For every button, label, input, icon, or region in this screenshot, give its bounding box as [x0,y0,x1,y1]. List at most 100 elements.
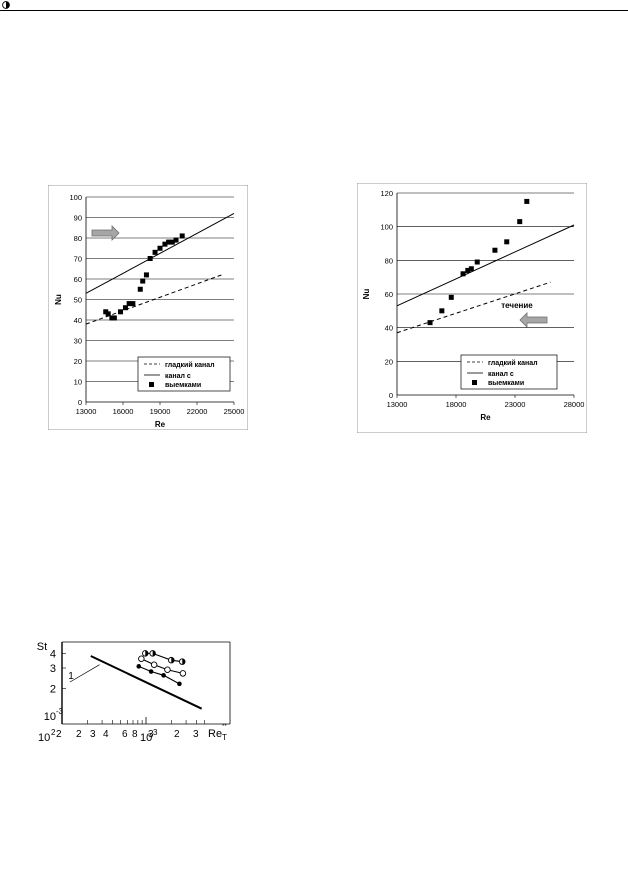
y-tick-label: 10 [44,711,56,723]
x-axis-subscript: T [222,733,227,742]
legend-label: выемками [488,380,524,387]
legend-label: канал с [488,371,514,378]
y-tick-label: 2 [50,684,56,696]
x-tick-label: 19000 [150,407,171,416]
data-point-marker [173,237,179,243]
y-tick-label: 70 [74,255,82,264]
filled-circle-marker [136,664,142,669]
data-point-marker [137,286,143,292]
half-circle-marker-fill [145,650,149,657]
open-circle-marker [150,661,158,668]
y-axis-label: Nu [362,289,371,300]
x-tick-label: 28000 [564,400,585,409]
filled-circle-marker [148,669,154,674]
x-axis-label: Re [480,413,491,422]
data-point-marker [111,315,117,321]
data-point-marker [468,266,474,272]
data-point-marker [105,311,111,317]
x-axis-label: Re [155,420,166,429]
y-tick-label: 100 [69,193,82,202]
dimpled-channel-line [85,212,235,294]
y-tick-label: 0 [389,391,393,400]
y-tick-label: 60 [74,275,82,284]
x-tick-label: 13000 [76,407,97,416]
x-tick-label: 18000 [446,400,467,409]
half-circle-marker-fill [152,650,156,657]
chart-1: 0 10 20 30 40 50 60 70 80 90 100 13000 16000 19000 220… [48,185,248,430]
chart-2-legend: гладкий канал канал с выемками [460,354,558,390]
x-tick-label: 3 [90,729,96,740]
x-tick-label: 8 [132,729,138,740]
x-tick-label: 10 [140,732,152,744]
x-tick-label: 3 [193,729,199,740]
page-header [0,0,628,12]
y-tick-label: 3 [50,663,56,675]
data-point-marker [147,256,153,261]
data-point-marker [152,249,158,255]
y-tick-label: 50 [74,296,82,305]
open-circle-marker [164,666,171,674]
filled-circle-marker [177,681,182,687]
x-tick-label: 6 [122,729,128,740]
legend-label: канал с [165,373,191,380]
data-point-marker [179,233,185,239]
legend-label: гладкий канал [488,359,538,367]
data-point-marker [140,278,146,284]
y-tick-exponent: -3 [56,707,64,716]
filled-circle-marker [161,673,166,678]
x-tick-label: 2 [76,729,82,740]
chart-2-arrow-icon [519,312,548,328]
header-rule [0,10,628,11]
data-point-marker [126,301,132,307]
y-tick-label: 80 [385,256,393,265]
y-tick-label: 20 [74,357,82,366]
data-point-marker [157,245,163,251]
data-point-marker [427,320,433,326]
x-axis-label: Re [208,728,222,740]
y-tick-label: 40 [74,316,82,325]
curve-1-line [90,655,203,710]
y-tick-label: 60 [385,290,393,299]
chart-1-legend: гладкий канал канал с выемками [137,356,231,392]
data-series-line [145,652,183,663]
legend-label: выемками [165,382,201,389]
data-point-marker [122,305,128,311]
x-tick-exponent: 3 [153,728,158,737]
y-axis-label: Nu [54,294,63,305]
data-point-marker [118,309,124,315]
x-tick-label: 22000 [187,407,208,416]
smooth-channel-line [396,281,551,334]
y-tick-label: 10 [74,378,82,387]
data-point-marker [169,239,175,245]
data-point-marker [162,241,168,247]
data-point-marker [524,198,530,204]
data-series-line [138,665,180,685]
data-point-marker [474,259,480,265]
legend-marker-swatch [149,382,154,387]
y-tick-label: 30 [74,337,82,346]
y-tick-label: 100 [380,223,393,232]
data-point-marker [465,267,471,273]
data-point-marker [504,239,510,245]
flow-annotation: течение [501,301,533,310]
x-tick-label: 10 [38,732,50,744]
half-circle-marker-fill [182,658,186,665]
x-tick-label: 2 [56,729,62,740]
curve-1-leader [69,664,100,683]
legend-marker-swatch [472,380,477,385]
x-tick-label: 13000 [387,400,408,409]
x-tick-label: 23000 [505,400,526,409]
x-tick-label: 16000 [113,407,134,416]
data-point-marker [460,271,466,277]
legend-label: гладкий канал [165,361,215,369]
data-point-marker [448,294,454,300]
half-circle-marker-fill [171,657,175,663]
data-point-marker [130,301,136,307]
data-series-line [141,658,184,674]
y-tick-label: 0 [78,398,82,407]
y-tick-label: 80 [74,234,82,243]
data-point-marker [143,272,149,278]
x-axis-superscript: ** [222,724,227,730]
